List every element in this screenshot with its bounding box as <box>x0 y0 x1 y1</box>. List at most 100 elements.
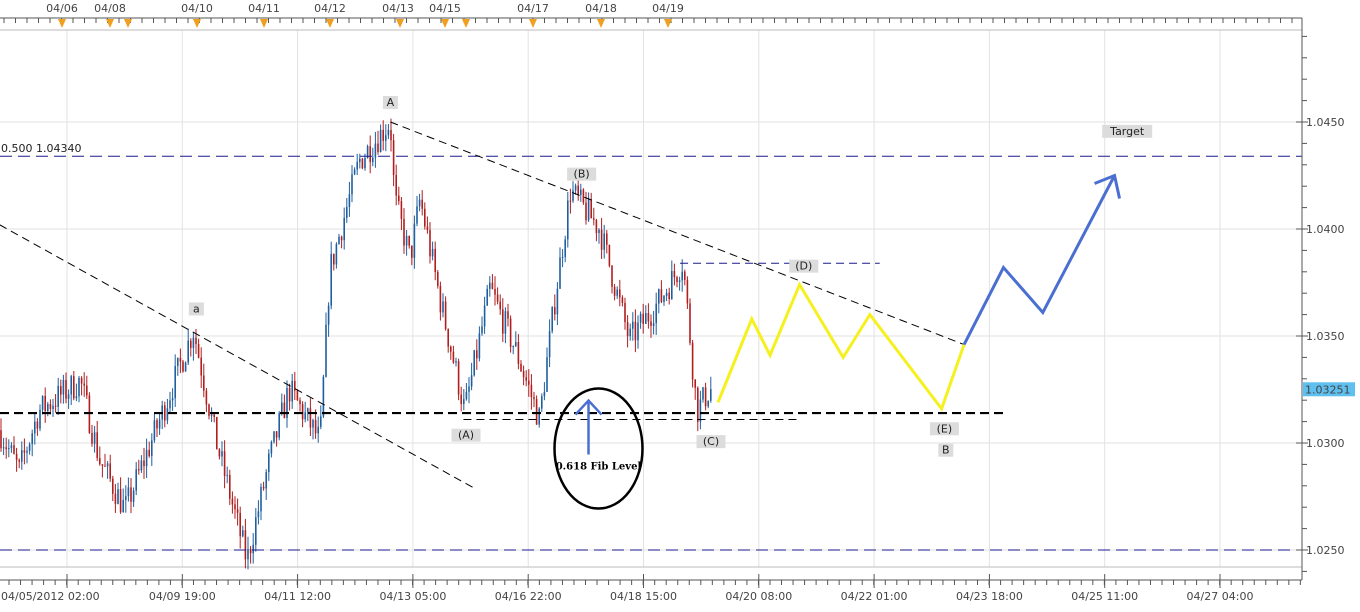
candle-body <box>502 309 504 334</box>
candle-body <box>54 405 57 407</box>
last-price-badge <box>1303 382 1355 397</box>
time-tick-label: 04/11 12:00 <box>264 590 331 603</box>
candle-body <box>351 174 353 195</box>
candle-body <box>26 450 28 453</box>
candle-body <box>387 129 390 136</box>
candle-body <box>580 189 582 195</box>
candle-body <box>577 185 579 195</box>
price-axis[interactable]: 1.0450 1.0400 1.0350 1.0300 1.0250 1.03251 <box>1296 18 1355 580</box>
candle-body <box>593 218 595 220</box>
candle-body <box>629 328 631 337</box>
candle-body <box>158 419 161 429</box>
candle-body <box>413 223 416 258</box>
wave-label-box <box>929 422 959 436</box>
wave-label: (B) <box>574 168 590 181</box>
candle-body <box>226 475 228 477</box>
candle-body <box>10 445 13 449</box>
candle-body <box>710 389 712 401</box>
candle-body <box>177 357 179 367</box>
candle-body <box>642 313 644 324</box>
candle-body <box>138 469 140 471</box>
candle-body <box>182 361 184 372</box>
candle-body <box>346 207 348 218</box>
session-marker-icon <box>326 19 334 28</box>
candle-body <box>265 472 267 489</box>
candle-body <box>70 376 72 395</box>
candle-body <box>478 333 481 359</box>
candle-body <box>231 498 234 505</box>
candle-body <box>203 375 205 391</box>
time-tick-label: 04/13 05:00 <box>379 590 446 603</box>
candle-body <box>697 387 699 422</box>
candle-body <box>538 408 540 425</box>
candle-body <box>421 199 423 209</box>
candle-body <box>145 449 148 467</box>
candle-body <box>361 158 364 169</box>
candle-body <box>148 449 150 457</box>
candle-body <box>658 289 660 304</box>
candle-body <box>374 143 377 158</box>
candle-body <box>343 217 345 241</box>
candle-body <box>333 253 335 265</box>
candle-body <box>541 396 543 409</box>
price-tick-label: 1.0250 <box>1306 544 1345 557</box>
session-marker-icon <box>664 19 672 28</box>
candle-body <box>213 414 215 417</box>
candle-body <box>585 202 587 221</box>
top-date-label: 04/06 <box>46 2 78 15</box>
candle-body <box>327 305 330 325</box>
candle-body <box>561 256 564 258</box>
candle-body <box>543 391 546 397</box>
candle-body <box>398 195 400 202</box>
candle-body <box>320 416 322 427</box>
session-marker-icon <box>124 19 132 28</box>
candle-body <box>452 351 455 363</box>
candle-body <box>455 361 457 363</box>
candle-body <box>221 451 223 457</box>
candle-body <box>684 271 686 280</box>
candle-body <box>546 357 548 392</box>
price-tick-label: 1.0300 <box>1306 437 1345 450</box>
candle-body <box>187 340 189 363</box>
candle-body <box>18 459 20 462</box>
candle-body <box>678 280 681 283</box>
candle-body <box>93 432 96 444</box>
candle-body <box>99 457 101 465</box>
candle-body <box>372 157 374 163</box>
candle-body <box>470 375 473 387</box>
session-marker-icon <box>441 19 449 28</box>
candle-body <box>23 450 26 453</box>
time-axis[interactable]: 04/05/2012 02:00 04/09 19:00 04/11 12:00 04… <box>0 574 1302 603</box>
candle-body <box>190 340 192 348</box>
candle-body <box>101 464 104 466</box>
candle-body <box>255 517 257 545</box>
candle-body <box>260 486 262 512</box>
session-marker-icon <box>396 19 404 28</box>
candle-body <box>15 453 18 460</box>
time-tick-label: 04/23 18:00 <box>956 590 1023 603</box>
candle-body <box>619 289 621 298</box>
time-tick-label: 04/25 11:00 <box>1071 590 1138 603</box>
candle-body <box>234 504 236 510</box>
candle-body <box>49 403 52 410</box>
candle-body <box>499 301 501 310</box>
candle-body <box>606 233 608 245</box>
candle-body <box>707 400 709 407</box>
session-marker-icon <box>260 19 268 28</box>
candle-body <box>151 440 153 457</box>
candle-body <box>569 200 572 202</box>
candle-body <box>325 324 327 377</box>
candle-body <box>551 307 553 332</box>
candle-body <box>624 302 626 323</box>
candle-body <box>200 357 202 376</box>
candle-body <box>317 426 319 434</box>
highlight-ellipse <box>553 387 644 510</box>
wave-label-box <box>938 443 954 457</box>
blue-projection-path <box>962 174 1116 346</box>
candle-body <box>301 404 304 420</box>
candle-body <box>229 475 231 499</box>
time-tick-label: 04/05/2012 02:00 <box>1 590 100 603</box>
candle-body <box>135 469 137 491</box>
candle-body <box>132 490 135 502</box>
drawing-overlays: 0.500 1.04340 Aa (B) (D) (A) (C) (E) B Target 0.6… <box>0 95 1302 551</box>
